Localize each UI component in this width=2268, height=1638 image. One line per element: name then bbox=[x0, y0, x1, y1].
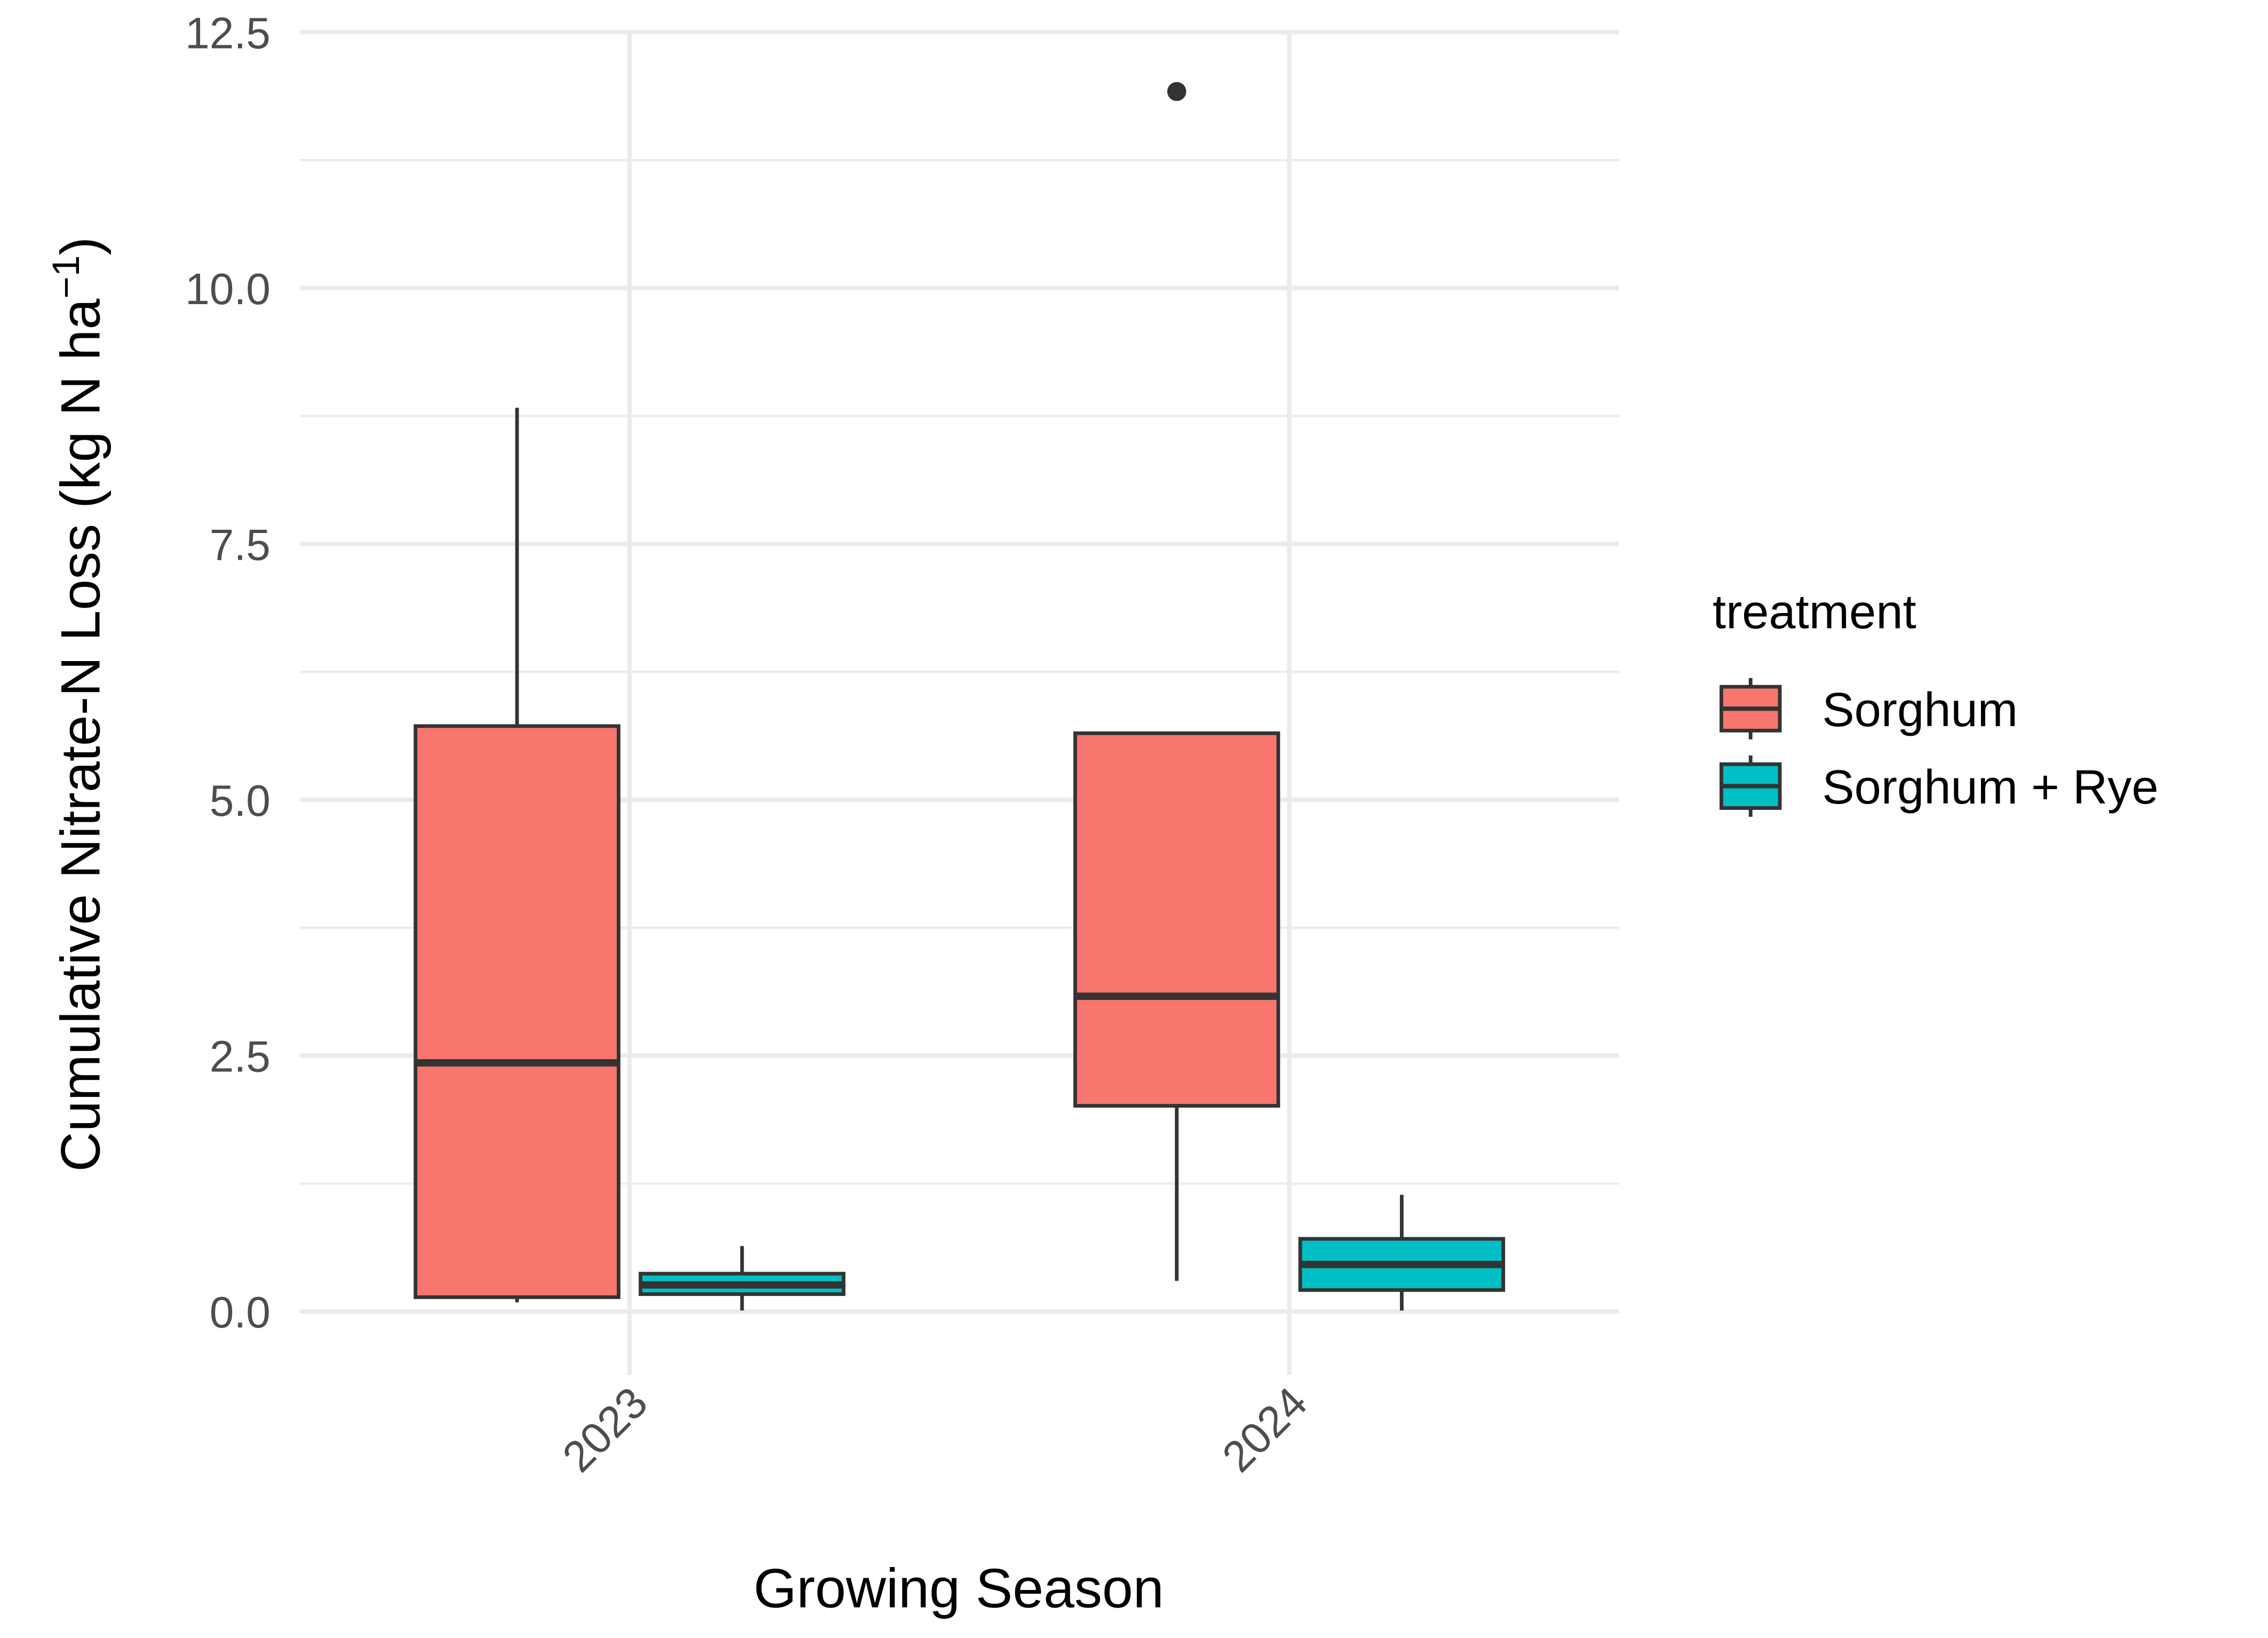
y-tick-label: 5.0 bbox=[210, 777, 270, 825]
y-tick-label: 0.0 bbox=[210, 1289, 270, 1337]
y-axis-title-text: Cumulative Nitrate-N Loss (kg N ha bbox=[50, 299, 112, 1172]
y-tick-label: 12.5 bbox=[185, 9, 270, 58]
y-tick-label: 7.5 bbox=[210, 521, 270, 570]
y-axis-title-suffix: ) bbox=[50, 237, 112, 256]
box-group bbox=[1298, 1195, 1506, 1311]
y-tick-label: 2.5 bbox=[210, 1033, 270, 1082]
box-group bbox=[639, 1246, 846, 1311]
box-group bbox=[413, 408, 620, 1302]
y-axis-title-superscript: −1 bbox=[45, 256, 87, 299]
box-group bbox=[1073, 82, 1280, 1281]
legend-label: Sorghum + Rye bbox=[1822, 760, 2158, 814]
legend-label: Sorghum bbox=[1822, 683, 2018, 737]
x-tick-label: 2024 bbox=[1213, 1378, 1317, 1482]
box bbox=[1073, 731, 1280, 1108]
outlier bbox=[1167, 82, 1187, 101]
box bbox=[413, 724, 620, 1299]
legend-title: treatment bbox=[1713, 585, 1916, 639]
x-tick-label: 2023 bbox=[553, 1378, 657, 1482]
y-tick-label: 10.0 bbox=[185, 265, 270, 314]
x-axis-title: Growing Season bbox=[753, 1557, 1164, 1619]
grid bbox=[299, 30, 1619, 1375]
y-axis-title: Cumulative Nitrate-N Loss (kg N ha−1) bbox=[45, 237, 112, 1172]
